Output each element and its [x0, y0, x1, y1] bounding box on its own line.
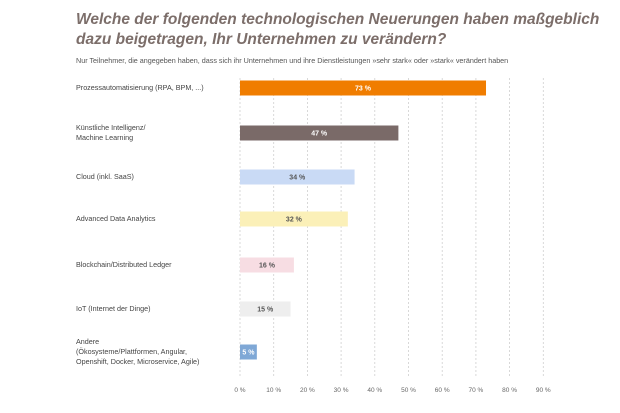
x-tick-label: 0 %: [234, 387, 245, 394]
category-label-line: Openshift, Docker, Microservice, Agile): [76, 357, 200, 366]
category-label-line: (Ökosysteme/Plattformen, Angular,: [76, 347, 188, 356]
category-label: Andere (Ökosysteme/Plattformen, Angular, O…: [76, 337, 236, 367]
x-tick-label: 50 %: [401, 387, 416, 394]
category-label: Advanced Data Analytics: [76, 214, 236, 224]
x-tick-label: 30 %: [334, 387, 349, 394]
bar-value-label: 34 %: [289, 175, 306, 182]
bar-value-label: 47 %: [311, 131, 328, 138]
bar-value-label: 15 %: [257, 307, 274, 314]
category-label-line: Cloud (inkl. SaaS): [76, 172, 134, 181]
category-label-line: IoT (Internet der Dinge): [76, 304, 151, 313]
bar: [240, 301, 291, 317]
category-label: Prozessautomatisierung (RPA, BPM, ...): [76, 83, 236, 93]
x-tick-label: 60 %: [435, 387, 450, 394]
bar: [240, 211, 348, 227]
x-tick-label: 90 %: [536, 387, 551, 394]
chart-subtitle: Nur Teilnehmer, die angegeben haben, das…: [76, 56, 509, 65]
chart-title: Welche der folgenden technologischen Neu…: [76, 11, 600, 48]
category-label: Künstliche Intelligenz/Machine Learning: [76, 123, 236, 143]
bar-value-label: 32 %: [286, 217, 303, 224]
category-label-line: Prozessautomatisierung (RPA, BPM, ...): [76, 83, 204, 92]
category-label: Cloud (inkl. SaaS): [76, 172, 236, 182]
category-label-line: Machine Learning: [76, 133, 134, 142]
x-tick-label: 20 %: [300, 387, 315, 394]
category-label-line: Andere: [76, 337, 100, 346]
x-tick-label: 40 %: [367, 387, 382, 394]
category-label-line: Blockchain/Distributed Ledger: [76, 260, 172, 269]
bar-value-label: 73 %: [355, 86, 372, 93]
x-tick-label: 10 %: [266, 387, 281, 394]
bar-value-label: 16 %: [259, 263, 276, 270]
category-label: IoT (Internet der Dinge): [76, 304, 236, 314]
bar: [240, 80, 487, 96]
category-label-line: Advanced Data Analytics: [76, 214, 156, 223]
x-tick-label: 80 %: [502, 387, 517, 394]
category-label-line: Künstliche Intelligenz/: [76, 123, 146, 132]
bar: [240, 125, 399, 141]
bar-value-label: 5 %: [242, 350, 255, 357]
bar: [240, 169, 355, 185]
x-tick-label: 70 %: [468, 387, 483, 394]
category-label: Blockchain/Distributed Ledger: [76, 260, 236, 270]
bar: [240, 344, 257, 360]
bar: [240, 257, 294, 273]
